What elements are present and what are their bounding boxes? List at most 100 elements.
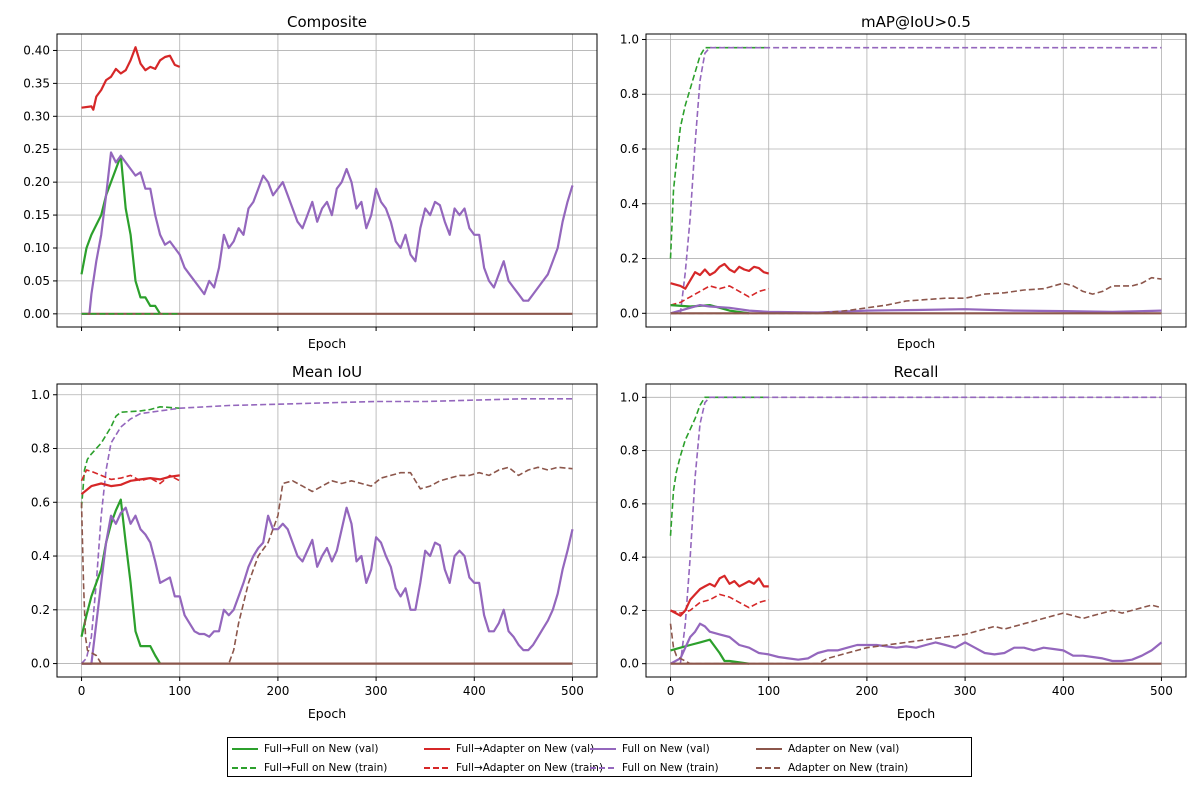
series-line: [80, 474, 180, 496]
series-group: [669, 46, 1162, 315]
series-line: [669, 574, 769, 617]
y-tick-label: 0.05: [23, 274, 50, 288]
x-axis-label: Epoch: [897, 706, 935, 721]
series-line: [669, 622, 1163, 665]
series-line: [81, 151, 574, 315]
legend-item-full-val: Full on New (val): [590, 739, 756, 758]
series-line: [669, 396, 769, 536]
y-tick-label: 0.2: [620, 603, 639, 617]
x-tick-label: 0: [78, 684, 86, 698]
y-tick-label: 0.8: [31, 442, 50, 456]
y-tick-label: 0.6: [31, 495, 50, 509]
y-tick-label: 0.6: [620, 497, 639, 511]
x-tick-label: 200: [855, 684, 878, 698]
series-group: [80, 397, 574, 665]
y-tick-label: 0.8: [620, 444, 639, 458]
chart-title: mAP@IoU>0.5: [861, 13, 971, 31]
x-axis-label: Epoch: [308, 336, 346, 351]
y-tick-label: 0.2: [31, 603, 50, 617]
y-tick-label: 1.0: [620, 32, 639, 46]
y-tick-label: 0.4: [31, 549, 50, 563]
series-line: [670, 593, 769, 614]
legend-swatch: [232, 747, 258, 750]
y-tick-label: 0.6: [620, 142, 639, 156]
series-line: [670, 46, 1162, 315]
x-tick-label: 200: [266, 684, 289, 698]
x-tick-label: 500: [561, 684, 584, 698]
y-tick-label: 1.0: [620, 390, 639, 404]
series-line: [670, 285, 769, 306]
series-line: [670, 276, 1162, 315]
legend-label: Full on New (val): [622, 742, 710, 755]
x-tick-label: 100: [757, 684, 780, 698]
legend-label: Adapter on New (train): [788, 761, 909, 774]
legend-swatch: [424, 747, 450, 750]
legend-swatch: [590, 747, 616, 750]
series-line: [80, 405, 180, 508]
legend-item-adapter-train: Adapter on New (train): [756, 758, 946, 777]
legend-item-full-full-val: Full→Full on New (val): [232, 739, 424, 758]
y-tick-label: 0.35: [23, 76, 50, 90]
y-tick-label: 0.40: [23, 43, 50, 57]
legend-item-full-adapter-val: Full→Adapter on New (val): [424, 739, 594, 758]
legend-swatch: [756, 766, 782, 769]
x-tick-label: 400: [1052, 684, 1075, 698]
series-line: [80, 466, 573, 665]
legend-label: Full on New (train): [622, 761, 719, 774]
chart-title: Composite: [287, 13, 367, 31]
legend-swatch: [232, 766, 258, 769]
y-tick-label: 0.4: [620, 550, 639, 564]
x-tick-label: 0: [667, 684, 675, 698]
y-tick-label: 0.15: [23, 208, 50, 222]
axes-frame: [645, 383, 1187, 678]
chart-recall: 0 100 200 300 400 500 0.0 0.2 0.4 0.6 0.8 1.0 Recall…: [620, 363, 1187, 721]
legend-swatch: [424, 766, 450, 769]
y-tick-label: 0.30: [23, 109, 50, 123]
y-tick-label: 0.20: [23, 175, 50, 189]
legend-item-full-full-train: Full→Full on New (train): [232, 758, 424, 777]
legend-label: Full→Full on New (train): [264, 761, 388, 774]
x-tick-label: 400: [463, 684, 486, 698]
legend-item-full-adapter-train: Full→Adapter on New (train): [424, 758, 603, 777]
x-tick-label: 500: [1150, 684, 1173, 698]
series-line: [669, 46, 769, 259]
series-line: [670, 262, 770, 290]
series-group: [669, 396, 1163, 665]
legend-label: Adapter on New (val): [788, 742, 900, 755]
legend-item-adapter-val: Adapter on New (val): [756, 739, 946, 758]
chart-title: Mean IoU: [292, 363, 362, 381]
figure: 0.000.050.100.150.200.250.300.350.40Comp…: [23, 13, 1187, 721]
x-tick-label: 300: [954, 684, 977, 698]
y-tick-label: 1.0: [31, 388, 50, 402]
chart-title: Recall: [894, 363, 939, 381]
y-tick-label: 0.10: [23, 241, 50, 255]
axes-frame: [56, 33, 598, 328]
series-line: [80, 498, 162, 665]
series-group: [80, 46, 574, 315]
legend-swatch: [590, 766, 616, 769]
legend: Full→Full on New (val) Full→Adapter on N…: [227, 737, 972, 777]
series-line: [81, 506, 574, 665]
legend-swatch: [756, 747, 782, 750]
y-tick-label: 0.0: [620, 306, 639, 320]
chart-mean-iou: 0 100 200 300 400 500 0.0 0.2 0.4 0.6 0.8 1.0 Mean I…: [31, 363, 598, 721]
series-line: [81, 46, 181, 111]
legend-label: Full→Adapter on New (val): [456, 742, 595, 755]
series-line: [80, 397, 573, 665]
x-tick-label: 100: [168, 684, 191, 698]
x-axis-label: Epoch: [897, 336, 935, 351]
chart-map-iou: 0.0 0.2 0.4 0.6 0.8 1.0 mAP@IoU>0.5 Epoch: [620, 13, 1187, 351]
y-tick-label: 0.4: [620, 197, 639, 211]
y-tick-label: 0.0: [31, 657, 50, 671]
series-line: [670, 396, 1162, 665]
legend-item-full-train: Full on New (train): [590, 758, 756, 777]
axes-frame: [56, 383, 598, 678]
legend-label: Full→Full on New (val): [264, 742, 379, 755]
y-tick-label: 0.0: [620, 657, 639, 671]
series-line: [669, 604, 1162, 665]
series-line: [80, 154, 162, 315]
y-tick-label: 0.25: [23, 142, 50, 156]
chart-composite: 0.00 0.05 0.10 0.15 0.20 0.25 0.30 0.35 0.40 Comp…: [23, 13, 598, 351]
x-tick-label: 300: [365, 684, 388, 698]
y-tick-label: 0.8: [620, 87, 639, 101]
